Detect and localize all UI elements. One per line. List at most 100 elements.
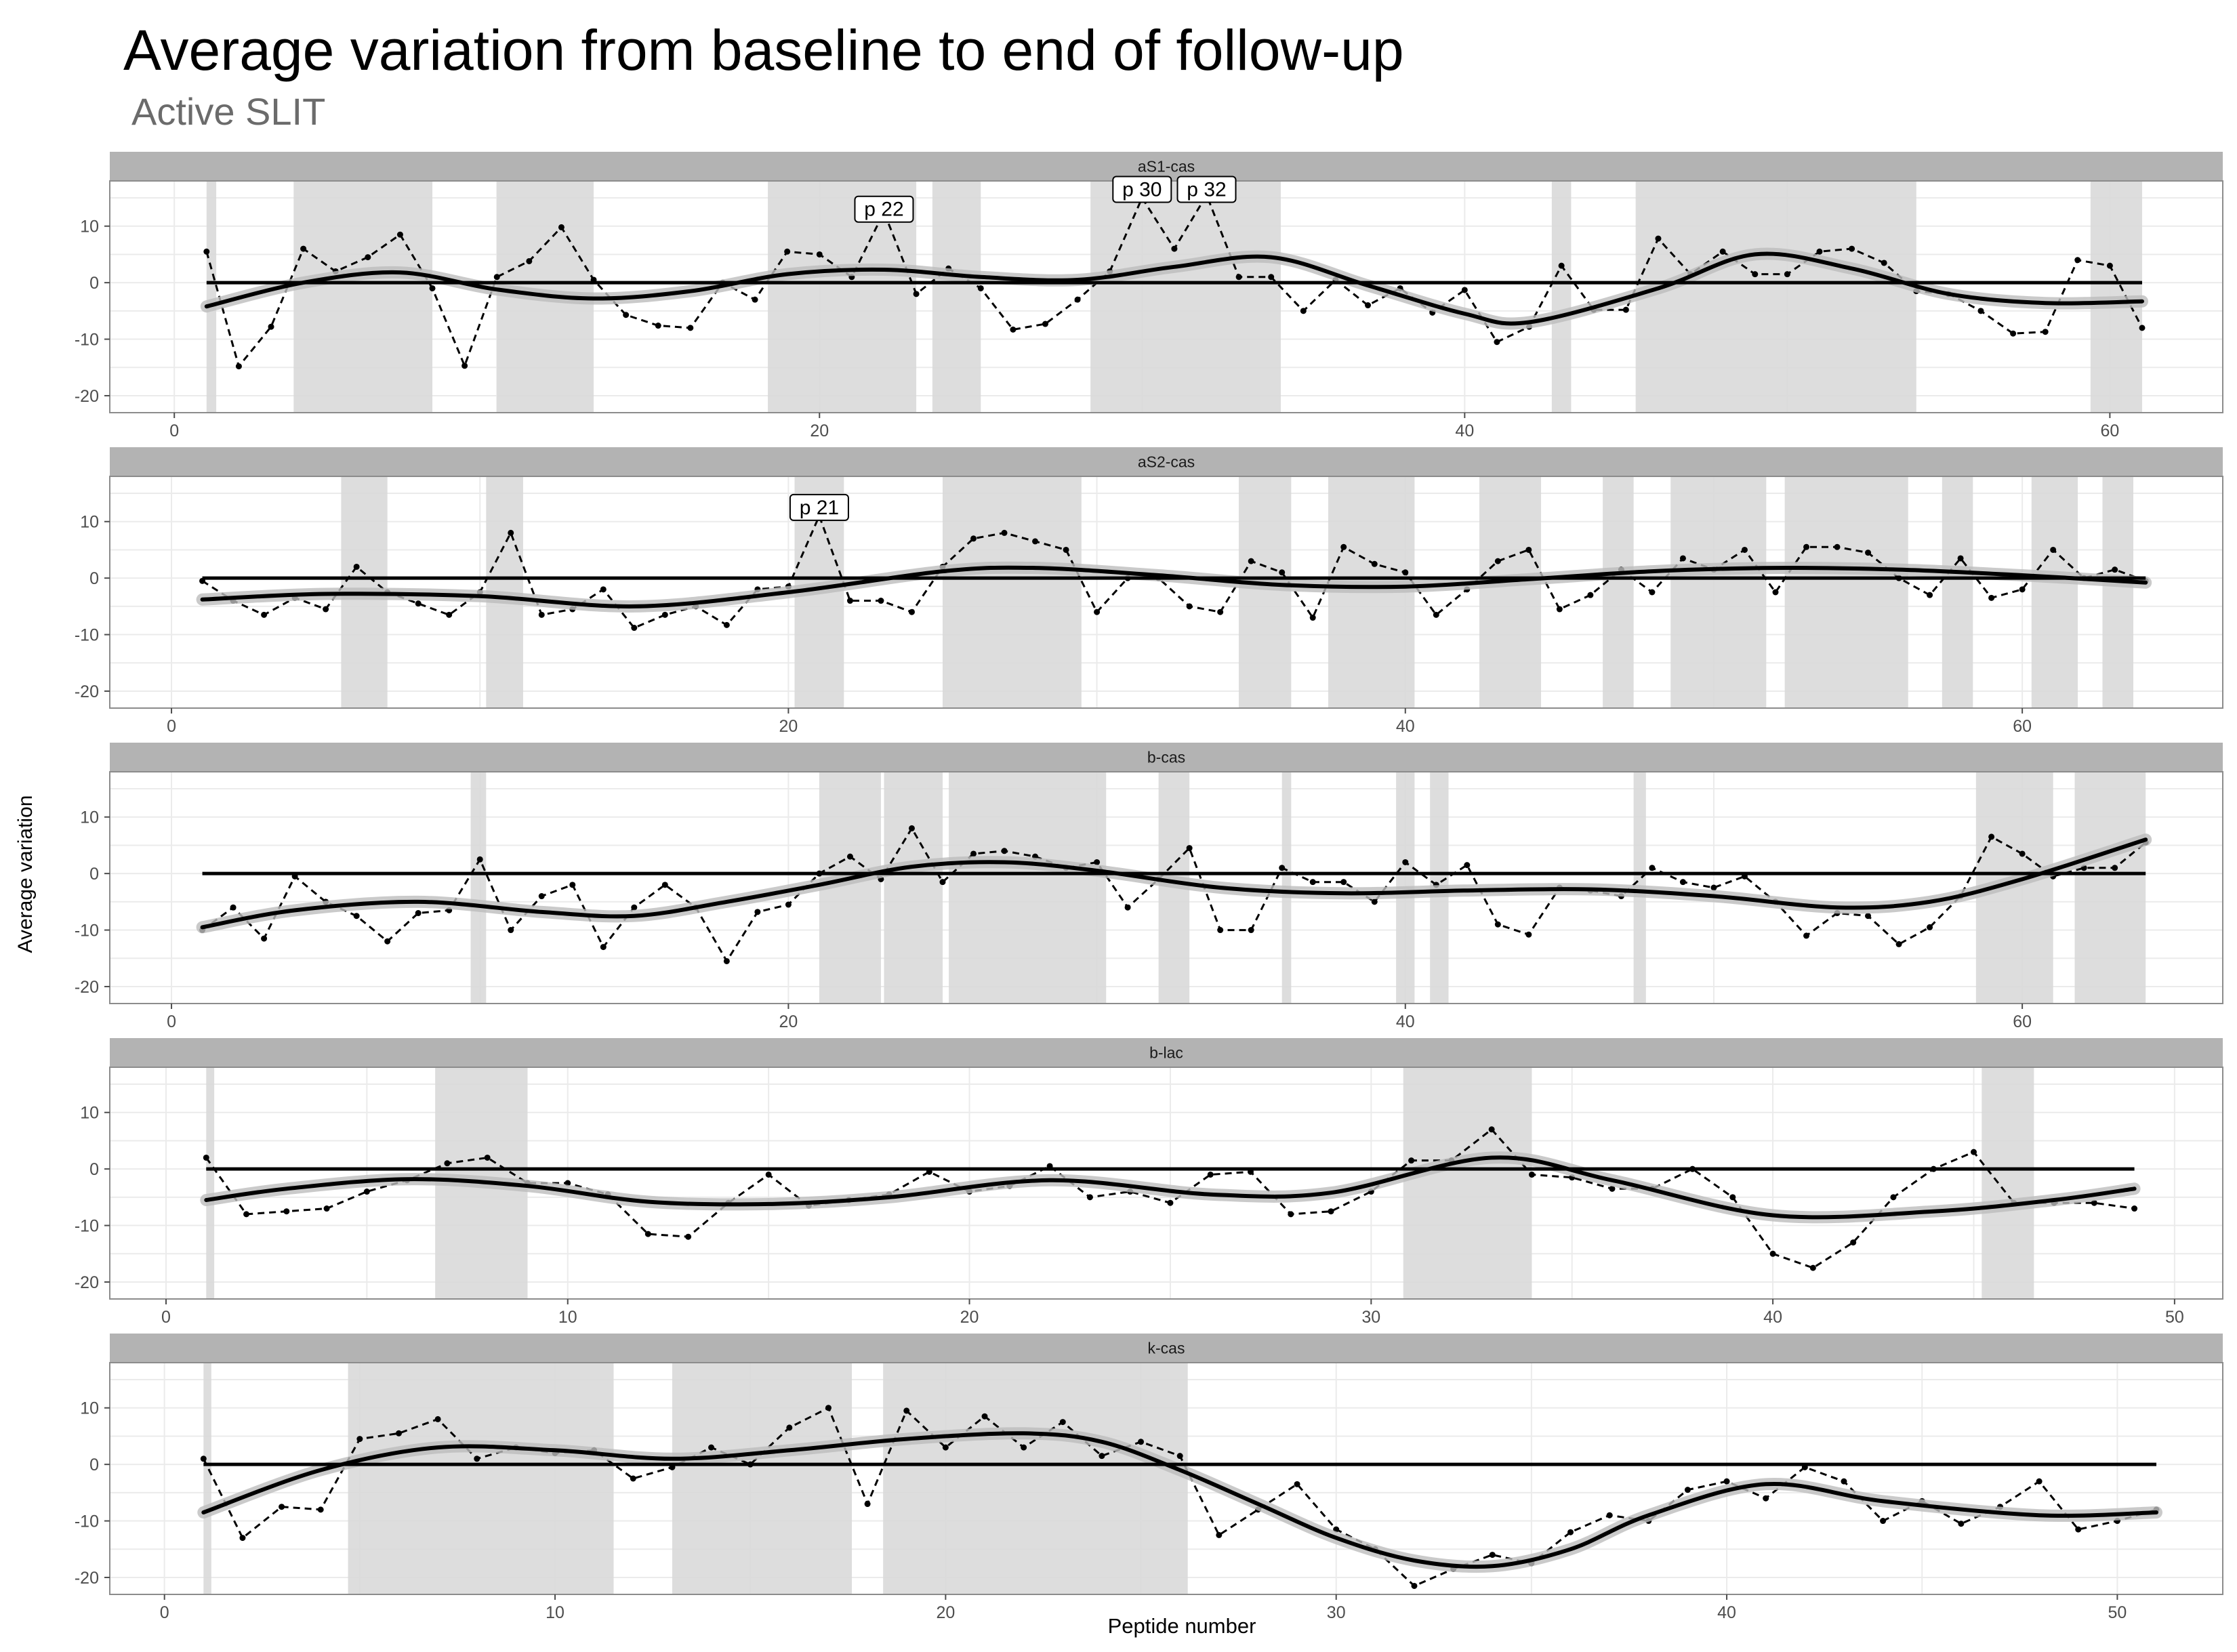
data-point	[1171, 245, 1178, 252]
x-tick-label: 40	[1455, 421, 1474, 440]
data-point	[1063, 546, 1069, 553]
data-point	[268, 323, 274, 330]
data-point	[1970, 1149, 1977, 1155]
significance-band	[1635, 181, 1916, 413]
y-tick-label: -10	[75, 1217, 99, 1236]
data-point	[754, 909, 761, 915]
data-point	[1816, 248, 1823, 255]
data-point	[1957, 555, 1964, 562]
data-point	[283, 1208, 290, 1215]
data-point	[484, 1154, 491, 1161]
data-point	[1684, 1487, 1691, 1493]
data-point	[1408, 1157, 1415, 1164]
data-point	[1655, 235, 1662, 242]
data-point	[623, 312, 630, 318]
x-tick-label: 40	[1717, 1603, 1736, 1622]
significance-band	[1238, 476, 1292, 708]
significance-band	[1551, 181, 1572, 413]
data-point	[1248, 927, 1254, 934]
data-point	[1433, 611, 1439, 618]
data-point	[1216, 1531, 1223, 1538]
data-point	[1268, 274, 1275, 281]
data-point	[846, 853, 853, 860]
data-point	[878, 598, 884, 604]
data-point	[1494, 558, 1501, 564]
data-point	[825, 1405, 832, 1411]
data-point	[565, 1180, 571, 1186]
y-tick-label: -20	[75, 1569, 99, 1588]
data-point	[1217, 608, 1224, 615]
x-tick-label: 0	[167, 1012, 176, 1031]
data-point	[1927, 924, 1933, 930]
data-point	[434, 1416, 441, 1422]
data-point	[631, 904, 638, 911]
panel-strip-label: b-cas	[1147, 749, 1185, 766]
significance-band	[942, 476, 1082, 708]
data-point	[1059, 1419, 1066, 1426]
x-tick-label: 20	[779, 717, 798, 736]
data-point	[846, 598, 853, 604]
data-point	[1340, 543, 1347, 550]
data-point	[1729, 1194, 1736, 1201]
data-point	[415, 910, 422, 917]
data-point	[1881, 260, 1887, 266]
panel-b-lac: b-lac -20 -10 0 10 0 10 20 30 40 50	[75, 1038, 2223, 1327]
significance-band	[293, 181, 433, 413]
data-point	[261, 935, 268, 942]
data-point	[1649, 589, 1656, 596]
x-tick-label: 50	[2165, 1308, 2184, 1327]
significance-band	[1090, 181, 1281, 413]
significance-band	[672, 1363, 853, 1594]
data-point	[977, 285, 984, 291]
data-point	[723, 957, 730, 964]
data-point	[1099, 1453, 1105, 1460]
x-tick-label: 0	[167, 717, 176, 736]
peptide-annotation-label: p 22	[864, 199, 903, 221]
data-point	[1207, 1171, 1214, 1178]
data-point	[655, 323, 661, 329]
panel-k-cas: k-cas -20 -10 0 10 0 10 20 30 40 50	[75, 1334, 2223, 1622]
data-point	[1587, 592, 1594, 598]
peptide-annotation-label: p 32	[1187, 179, 1226, 201]
data-point	[1958, 1521, 1965, 1527]
data-point	[1371, 560, 1378, 567]
x-axis-label: Peptide number	[1107, 1614, 1256, 1638]
significance-band	[348, 1363, 614, 1594]
data-point	[558, 224, 565, 230]
data-point	[786, 1424, 793, 1431]
significance-band	[2031, 476, 2078, 708]
data-point	[353, 563, 360, 570]
data-point	[323, 1205, 330, 1212]
data-point	[1235, 274, 1242, 281]
y-tick-label: 10	[80, 513, 99, 532]
data-point	[2074, 257, 2081, 264]
y-tick-label: -20	[75, 682, 99, 701]
data-point	[723, 621, 730, 628]
significance-band	[1784, 476, 1908, 708]
data-point	[939, 879, 946, 886]
data-point	[2112, 865, 2118, 871]
data-point	[752, 296, 758, 303]
data-point	[981, 1413, 988, 1420]
panel-strip-label: aS1-cas	[1138, 158, 1195, 175]
data-point	[970, 535, 977, 542]
peptide-annotation-label: p 21	[800, 497, 839, 519]
data-point	[631, 625, 638, 632]
data-point	[2131, 1205, 2138, 1212]
data-point	[1880, 1518, 1887, 1525]
data-point	[230, 904, 237, 911]
x-tick-label: 20	[810, 421, 829, 440]
significance-band	[1403, 1067, 1532, 1299]
x-tick-label: 10	[558, 1308, 577, 1327]
data-point	[1556, 606, 1563, 613]
x-tick-label: 40	[1396, 717, 1415, 736]
data-point	[1752, 271, 1759, 278]
data-point	[300, 245, 307, 252]
significance-band	[2102, 476, 2133, 708]
data-point	[493, 274, 500, 281]
data-point	[1606, 1512, 1613, 1519]
data-point	[200, 1455, 207, 1462]
x-tick-label: 0	[160, 1603, 169, 1622]
data-point	[1850, 1239, 1857, 1246]
significance-band	[1603, 476, 1634, 708]
